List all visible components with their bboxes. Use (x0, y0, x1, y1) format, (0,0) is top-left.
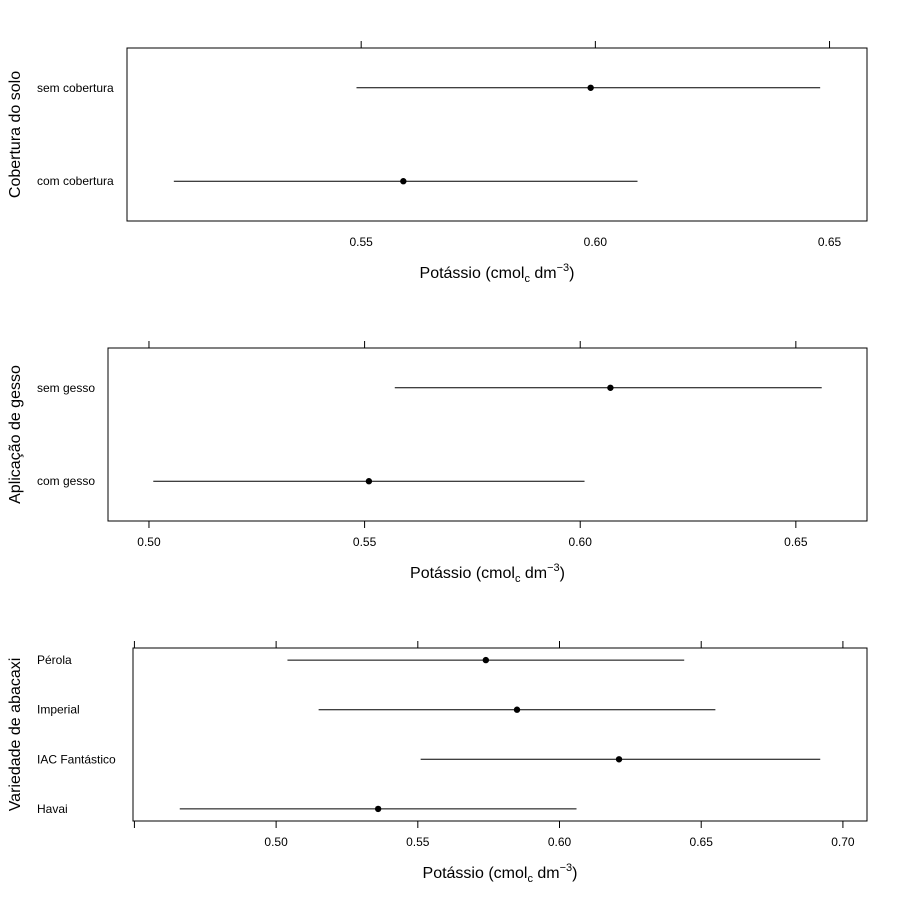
estimate-point (587, 84, 594, 91)
x-tick-label: 0.55 (349, 235, 373, 249)
panel-2: 0.50 0.55 0.60 0.65 sem gesso com gesso Potáss… (7, 341, 868, 585)
category-row: IAC Fantástico (37, 752, 821, 766)
x-tick-label: 0.60 (584, 235, 608, 249)
x-tick-label: 0.55 (406, 835, 430, 849)
category-row: com cobertura (37, 174, 638, 188)
x-axis-label-suffix: ) (569, 265, 574, 282)
x-axis-label-mid: dm (520, 565, 547, 582)
estimate-point (365, 478, 373, 485)
category-row: sem gesso (37, 381, 822, 395)
x-tick-label: 0.60 (569, 535, 593, 549)
category-label: sem gesso (37, 381, 95, 395)
panel-1: 0.55 0.60 0.65 sem cobertura com cobertura Po… (7, 41, 868, 285)
x-axis-label-sup: −3 (547, 562, 560, 574)
category-label: Imperial (37, 703, 80, 717)
x-tick-label: 0.65 (818, 235, 842, 249)
x-tick-label: 0.65 (690, 835, 714, 849)
estimate-point (374, 805, 382, 813)
x-tick-label: 0.60 (548, 835, 572, 849)
x-axis-label-prefix: Potássio (cmol (423, 865, 528, 882)
category-label: Havai (37, 802, 68, 816)
category-label: IAC Fantástico (37, 752, 116, 766)
category-row: Imperial (37, 703, 716, 717)
x-axis-label-sub: c (524, 273, 530, 285)
x-axis-label-suffix: ) (572, 865, 577, 882)
x-axis-label: Potássio (cmolc dm−3) (420, 262, 575, 285)
category-row: sem cobertura (37, 81, 821, 95)
x-axis-label-prefix: Potássio (cmol (410, 565, 515, 582)
x-axis-label-mid: dm (530, 265, 557, 282)
category-label: Pérola (37, 653, 72, 667)
x-axis-label: Potássio (cmolc dm−3) (410, 562, 565, 585)
x-axis-label-sup: −3 (557, 262, 570, 274)
y-axis-label: Variedade de abacaxi (7, 658, 24, 812)
x-tick-label: 0.70 (831, 835, 855, 849)
x-axis-label-sub: c (527, 873, 533, 885)
plot-frame (107, 347, 868, 522)
estimate-point (607, 384, 614, 391)
estimate-point (615, 756, 623, 763)
estimate-point (513, 706, 521, 713)
x-axis-label-prefix: Potássio (cmol (420, 265, 525, 282)
category-row: com gesso (37, 474, 585, 488)
category-row: Pérola (37, 653, 685, 667)
x-tick-label: 0.50 (137, 535, 161, 549)
x-axis-label-suffix: ) (560, 565, 565, 582)
x-tick-label: 0.55 (353, 535, 377, 549)
x-axis-label-sub: c (515, 573, 521, 585)
category-label: sem cobertura (37, 81, 114, 95)
x-tick-label: 0.50 (264, 835, 288, 849)
panel-3: 0.50 0.55 0.60 0.65 0.70 Pérola Imperial IAC Fa… (7, 641, 868, 885)
x-axis-label-sup: −3 (560, 862, 573, 874)
estimate-point (400, 178, 407, 185)
y-axis-label: Aplicação de gesso (7, 365, 24, 504)
plot-frame (126, 47, 868, 222)
x-axis-label-mid: dm (533, 865, 560, 882)
plot-frame (132, 647, 868, 822)
estimate-point (482, 656, 490, 664)
category-label: com gesso (37, 474, 95, 488)
x-axis-label: Potássio (cmolc dm−3) (423, 862, 578, 885)
category-label: com cobertura (37, 174, 114, 188)
y-axis-label: Cobertura do solo (7, 71, 24, 198)
x-tick-label: 0.65 (784, 535, 808, 549)
category-row: Havai (37, 802, 577, 816)
